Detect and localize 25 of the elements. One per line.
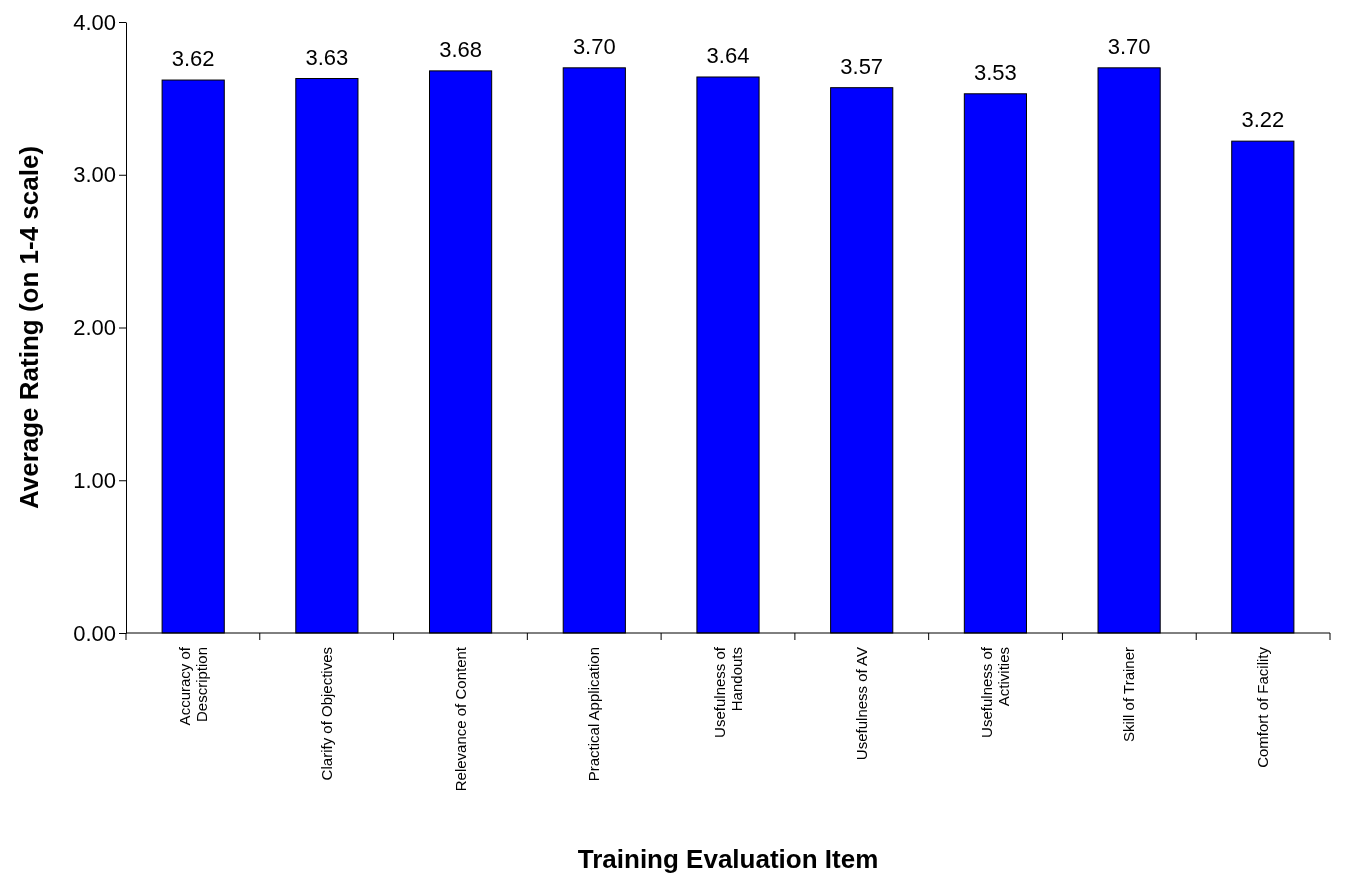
x-tick-label: Accuracy of Description [175,646,210,726]
x-tick-label: Skill of Trainer [1120,647,1138,743]
data-label: 3.64 [706,42,750,68]
data-label: 3.62 [171,46,215,72]
x-tick-label: Usefulness of Activities [977,646,1012,738]
y-tick-label: 3.00 [73,162,116,188]
y-tick-label: 1.00 [73,467,116,493]
y-tick-label: 4.00 [73,9,116,35]
y-tick-label: 0.00 [73,620,116,646]
x-tick-label: Comfort of Facility [1253,646,1271,768]
data-label: 3.70 [1107,33,1151,59]
x-tick-label: Clarify of Objectives [317,647,335,781]
data-label: 3.70 [572,33,616,59]
data-label: 3.53 [973,59,1017,85]
x-axis-title: Training Evaluation Item [577,844,879,874]
data-label: 3.22 [1241,107,1285,133]
data-label: 3.57 [840,53,884,79]
x-tick-label: Relevance of Content [451,646,469,792]
y-tick-label: 2.00 [73,315,116,341]
x-tick-label: Usefulness of Handouts [710,646,745,738]
y-axis-title: Average Rating (on 1-4 scale) [14,145,44,510]
data-label: 3.68 [439,36,483,62]
x-tick-label: Practical Application [585,647,603,782]
data-label: 3.63 [305,44,349,70]
x-tick-label: Usefulness of AV [852,647,870,761]
